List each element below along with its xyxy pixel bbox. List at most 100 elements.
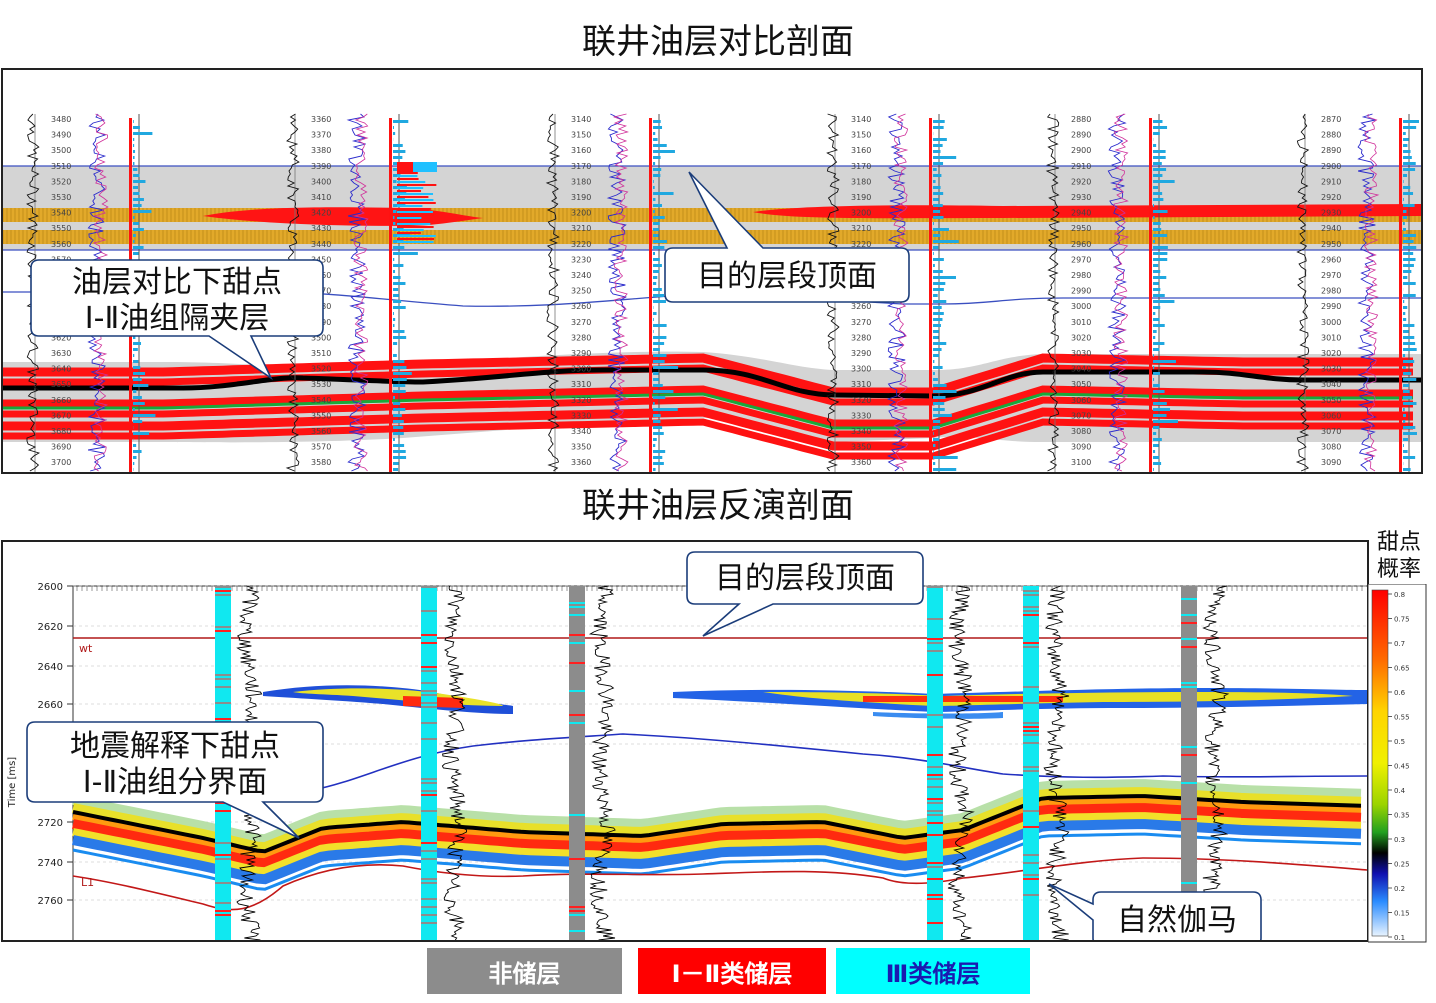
depth-tick-label: 3310	[571, 380, 591, 389]
sweet-bar	[133, 198, 144, 201]
sweet-bar	[1153, 336, 1156, 339]
callout-interlayer: 油层对比下甜点 Ⅰ-Ⅱ油组隔夹层	[30, 259, 324, 381]
sweet-bar	[1403, 216, 1408, 219]
sweet-bar	[393, 258, 395, 261]
sweet-bar	[1403, 228, 1406, 231]
sweet-bar	[933, 318, 943, 321]
sweet-bar	[393, 330, 405, 333]
sweet-bar	[1153, 444, 1159, 447]
sweet-bar	[393, 222, 396, 225]
depth-tick-label: 3210	[851, 224, 871, 233]
density-curve	[1113, 113, 1130, 472]
sweet-bar	[1403, 276, 1408, 279]
sweet-bar	[393, 366, 407, 369]
sweet-bar	[393, 468, 399, 471]
sweet-bar	[653, 378, 659, 381]
sweet-bar	[653, 468, 656, 471]
depth-tick-label: 3080	[1071, 427, 1091, 436]
sweet-bar	[1153, 228, 1162, 231]
depth-tick-label: 3350	[851, 443, 871, 452]
depth-tick-label: 2880	[1321, 131, 1341, 140]
time-tick-label: 2620	[38, 622, 63, 633]
sweet-bar	[653, 228, 659, 231]
sweet-bar	[653, 330, 654, 333]
sweet-bar	[933, 264, 935, 267]
depth-tick-label: 3320	[851, 396, 871, 405]
depth-tick-label: 2960	[1071, 240, 1091, 249]
legend-class-3-label: Ⅲ类储层	[885, 959, 981, 988]
depth-tick-label: 3450	[311, 255, 331, 264]
sweet-bar	[1403, 168, 1416, 171]
sweet-bar	[393, 336, 407, 339]
sweet-bar	[133, 384, 149, 387]
depth-tick-label: 2960	[1321, 255, 1341, 264]
colorbar-tick-label: 0.1	[1394, 934, 1405, 942]
depth-tick-label: 3100	[1071, 458, 1091, 467]
colorbar-ticks: 0.8 0.75 0.7 0.65 0.6 0.55 0.5 0.45 0.4 0.35 0.3 0.…	[1388, 591, 1410, 942]
sweet-bar	[933, 162, 944, 165]
depth-tick-label: 3530	[51, 193, 71, 202]
sweet-bar	[1153, 342, 1165, 345]
sweet-bar	[1403, 150, 1411, 153]
upper-yellow-layer-2	[3, 230, 1421, 244]
legend-class-1-2-label: Ⅰ－Ⅱ类储层	[671, 959, 793, 988]
sweet-bar	[1403, 144, 1408, 147]
sweet-bar	[393, 282, 406, 285]
sweet-bar	[1403, 408, 1405, 411]
sweet-bar	[1153, 438, 1162, 441]
sweet-bar	[1153, 132, 1160, 135]
sweet-bar	[393, 390, 406, 393]
sweet-bar	[1153, 468, 1154, 471]
sweet-bar	[1153, 288, 1161, 291]
sweet-bar	[933, 240, 959, 243]
sweet-bar	[653, 270, 660, 273]
sweet-bar	[393, 180, 397, 183]
sweet-bar	[1153, 414, 1167, 417]
sweet-bar	[393, 408, 406, 411]
sweet-bar	[653, 192, 674, 195]
sweet-bar	[653, 360, 665, 363]
depth-tick-label: 3560	[311, 427, 331, 436]
sweet-bar	[133, 432, 150, 435]
sweet-bar	[933, 450, 934, 453]
sweet-column	[1149, 118, 1152, 472]
sweet-probability-colorbar: 0.8 0.75 0.7 0.65 0.6 0.55 0.5 0.45 0.4 0.35 0.3 0.…	[1368, 584, 1427, 943]
time-tick-label: 2640	[38, 662, 63, 673]
colorbar-tick-label: 0.5	[1394, 738, 1405, 746]
depth-tick-label: 3300	[851, 365, 871, 374]
sweet-bar	[933, 336, 939, 339]
depth-tick-label: 3680	[51, 427, 71, 436]
depth-tick-label: 3040	[1321, 380, 1341, 389]
sweet-bar	[393, 420, 404, 423]
sweet-bar	[1153, 282, 1159, 285]
sweet-bar	[133, 132, 153, 135]
sweet-bar	[1153, 312, 1156, 315]
sweet-bar	[653, 372, 659, 375]
sweet-bar	[653, 438, 657, 441]
sweet-bar	[1153, 270, 1161, 273]
callout-interlayer-line1: 油层对比下甜点	[72, 265, 282, 300]
depth-tick-label: 3260	[571, 302, 591, 311]
depth-tick-label: 3480	[51, 115, 71, 124]
depth-tick-label: 3550	[311, 411, 331, 420]
sweet-bar	[133, 120, 134, 123]
sweet-bar	[393, 384, 406, 387]
callout-target-top-2: 目的层段顶面	[686, 551, 924, 637]
sweet-bar	[393, 306, 406, 309]
gamma-curve	[1295, 113, 1310, 472]
sweet-bar	[933, 372, 935, 375]
depth-tick-label: 3520	[311, 365, 331, 374]
sweet-bar	[1403, 342, 1416, 345]
natural-gamma-curve	[441, 585, 468, 940]
sweet-bar	[393, 150, 406, 153]
sweet-bar	[933, 246, 939, 249]
sweet-bar	[933, 180, 936, 183]
sweet-bar	[653, 450, 666, 453]
depth-tick-label: 3250	[571, 287, 591, 296]
upper-body-right-red	[863, 696, 1063, 702]
depth-tick-label: 2890	[1321, 146, 1341, 155]
sweet-bar	[653, 300, 666, 303]
sweet-bar	[1403, 270, 1412, 273]
sweet-bar	[1403, 426, 1416, 429]
sweet-bar	[653, 276, 658, 279]
